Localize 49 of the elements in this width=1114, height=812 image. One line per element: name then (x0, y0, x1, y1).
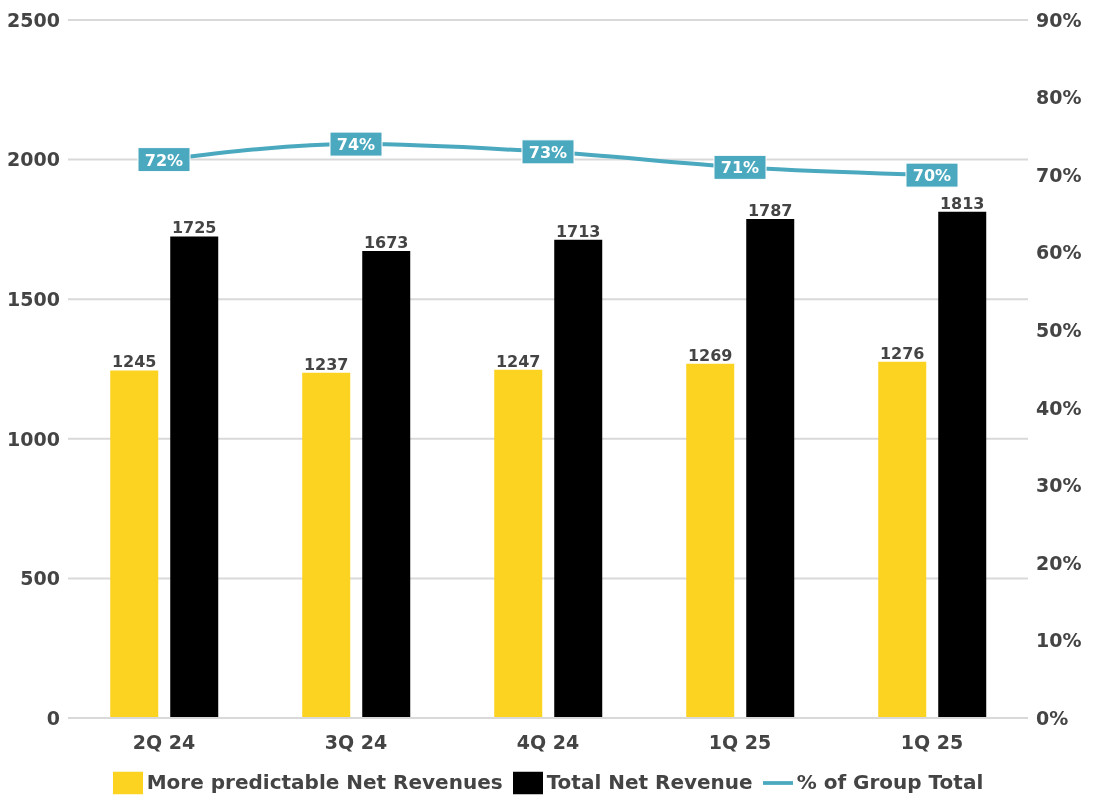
data-label: 1813 (939, 193, 985, 213)
bar (302, 372, 351, 718)
x-tick-label: 4Q 24 (516, 731, 580, 754)
data-label: 1247 (495, 351, 541, 371)
y-tick-label: 1500 (7, 287, 60, 310)
y2-tick-label: 20% (1036, 551, 1082, 574)
data-label: 70% (912, 166, 952, 186)
data-label: 1725 (171, 218, 217, 238)
x-tick-label: 1Q 25 (900, 731, 964, 754)
x-tick-label: 3Q 24 (324, 731, 388, 754)
data-label: 73% (528, 142, 568, 162)
y2-tick-label: 0% (1036, 706, 1069, 729)
bar (686, 363, 735, 718)
x-tick-label: 1Q 25 (708, 731, 772, 754)
data-label: 71% (720, 158, 760, 178)
bar (494, 369, 543, 718)
data-label: 1713 (555, 221, 601, 241)
y2-tick-label: 10% (1036, 629, 1082, 652)
data-label: 72% (144, 150, 184, 170)
legend-label: Total Net Revenue (546, 769, 753, 794)
bar (746, 219, 795, 718)
data-label: 1245 (111, 352, 157, 372)
bar (878, 361, 927, 718)
y-tick-label: 1000 (7, 427, 60, 450)
bar (110, 370, 159, 718)
data-label: 74% (336, 135, 376, 155)
y2-tick-label: 30% (1036, 474, 1082, 497)
x-tick-label: 2Q 24 (132, 731, 196, 754)
legend-label: % of Group Total (796, 769, 984, 794)
y-tick-label: 500 (20, 567, 60, 590)
bar (170, 236, 219, 718)
bar (362, 250, 411, 718)
data-label: 1276 (879, 343, 925, 363)
bar (554, 239, 603, 718)
y2-tick-label: 90% (1036, 8, 1082, 31)
y2-tick-label: 60% (1036, 241, 1082, 264)
y-tick-label: 2500 (7, 8, 60, 31)
y-tick-label: 2000 (7, 148, 60, 171)
data-label: 1673 (363, 232, 409, 252)
data-label: 1787 (747, 201, 793, 221)
data-label: 1269 (687, 345, 733, 365)
bar (938, 211, 987, 718)
y2-tick-label: 70% (1036, 163, 1082, 186)
legend-label: More predictable Net Revenues (146, 769, 503, 794)
y2-tick-label: 50% (1036, 318, 1082, 341)
y-tick-label: 0 (46, 706, 60, 729)
y2-tick-label: 80% (1036, 86, 1082, 109)
data-label: 1237 (303, 354, 349, 374)
y2-tick-label: 40% (1036, 396, 1082, 419)
